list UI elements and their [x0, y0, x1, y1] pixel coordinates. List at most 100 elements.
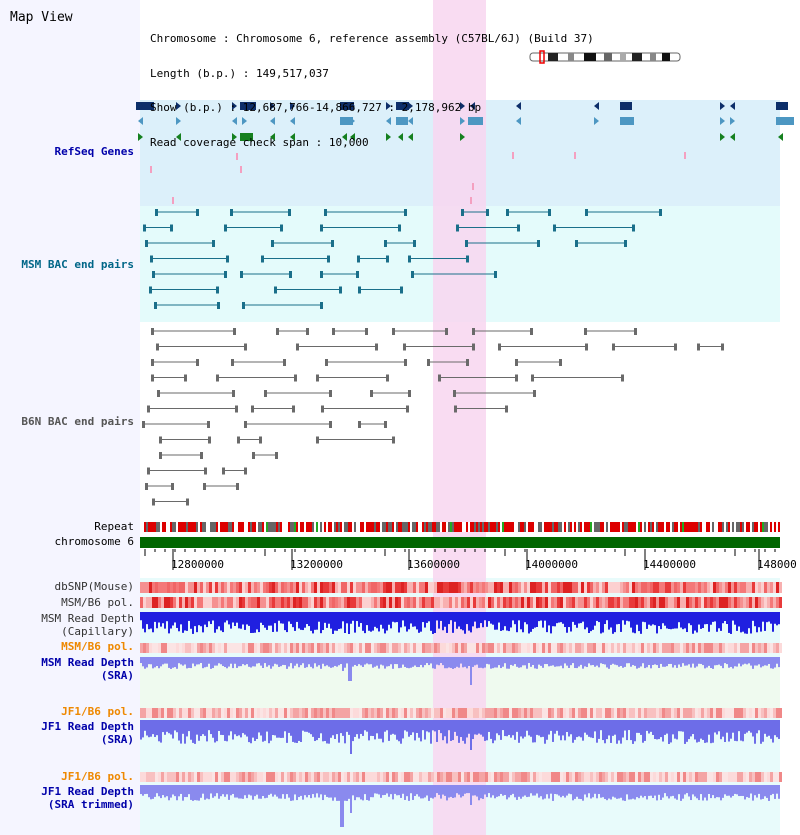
msm-sra-depth-bar — [188, 657, 190, 668]
msm-bac-end-pairs-track[interactable] — [143, 209, 662, 309]
gene-arrow — [622, 117, 627, 125]
heat-cell — [665, 772, 668, 782]
capillary-depth-bar — [570, 612, 572, 632]
heat-cell — [605, 597, 608, 608]
gene-arrow — [342, 117, 347, 125]
msm-sra-depth-bar — [736, 657, 738, 667]
msm-bac-label[interactable]: MSM BAC end pairs — [21, 258, 134, 271]
jf1-sra-depth-bar — [742, 720, 744, 742]
capillary-depth-bar — [234, 612, 236, 626]
jf1-sra-depth-bar — [528, 720, 530, 736]
heat-cell — [581, 708, 584, 718]
jf1-sra-depth-bar — [426, 720, 428, 732]
chromosome-bar[interactable] — [140, 537, 780, 548]
heat-cell — [455, 772, 458, 782]
heat-cell — [257, 772, 260, 782]
heat-cell — [722, 708, 725, 718]
capillary-depth-bar — [652, 612, 654, 625]
jf1-sra-depth-bar — [568, 720, 570, 737]
heat-cell — [329, 643, 332, 653]
bac-end-right — [494, 271, 497, 278]
jf1-sra-depth-bar — [564, 720, 566, 741]
jf1-sra-depth-bar — [764, 720, 766, 734]
chromosome-ideogram[interactable] — [529, 50, 681, 64]
heat-cell — [260, 597, 263, 608]
heat-cell — [281, 597, 284, 608]
heat-cell — [320, 643, 323, 653]
heat-cell — [539, 708, 542, 718]
jf1-trim-depth-bar — [500, 785, 502, 794]
jf1-trim-depth-bar — [562, 785, 564, 796]
heat-cell — [266, 582, 269, 593]
repeat-segment — [642, 522, 644, 532]
b6n-bac-end-pairs-track[interactable] — [142, 328, 724, 506]
msm-sra-depth-bar — [212, 657, 214, 669]
msm-sra-depth-bar — [620, 657, 622, 666]
heat-cell — [197, 643, 200, 653]
heat-cell — [686, 643, 689, 653]
heat-cell — [551, 708, 554, 718]
capillary-depth-bar — [544, 612, 546, 621]
b6n-bac-label[interactable]: B6N BAC end pairs — [21, 415, 134, 428]
repeat-segment — [220, 522, 222, 532]
msm-sra-depth-bar — [170, 657, 172, 669]
jf1-sra-depth-bar — [664, 720, 666, 735]
msm-sra-depth-bar — [418, 657, 420, 668]
repeat-segment — [490, 522, 492, 532]
gene-arrow — [778, 102, 783, 110]
heat-cell — [683, 708, 686, 718]
repeat-segment — [742, 522, 744, 532]
jf1-trim-depth-bar — [686, 785, 688, 794]
heat-cell — [758, 643, 761, 653]
jf1-trim-depth-bar — [722, 785, 724, 798]
heat-cell — [143, 582, 146, 593]
capillary-depth-bar — [200, 612, 202, 627]
gene-arrow — [270, 102, 275, 110]
repeat-segment — [736, 522, 738, 532]
msm-sra-depth-bar — [630, 657, 632, 667]
repeat-segment — [272, 522, 274, 532]
heat-cell — [221, 597, 224, 608]
msm-sra-depth-bar — [346, 657, 348, 664]
heat-cell — [233, 708, 236, 718]
capillary-depth-bar — [760, 612, 762, 632]
jf1-sra-depth-bar — [576, 720, 578, 738]
jf1-sra-depth-bar — [300, 720, 302, 742]
jf1-sra-depth-bar — [402, 720, 404, 739]
heat-cell — [401, 708, 404, 718]
heat-cell — [350, 772, 353, 782]
msm-sra-depth-bar — [726, 657, 728, 665]
capillary-depth-bar — [712, 612, 714, 622]
heat-cell — [344, 597, 347, 608]
repeat-segment — [534, 522, 536, 532]
jf1-trim-depth-bar — [512, 785, 514, 794]
refseq-genes-track[interactable] — [136, 102, 794, 204]
heat-cell — [518, 597, 521, 608]
heat-cell — [419, 772, 422, 782]
capillary-depth-bar — [306, 612, 308, 625]
heat-cell — [503, 708, 506, 718]
heat-cell — [611, 708, 614, 718]
repeat-segment — [568, 522, 570, 532]
msm-sra-depth-bar — [264, 657, 266, 664]
heat-cell — [695, 643, 698, 653]
heat-cell — [674, 597, 677, 608]
msm-sra-depth-bar — [724, 657, 726, 664]
heat-cell — [503, 772, 506, 782]
heat-cell — [758, 772, 761, 782]
heat-cell — [467, 772, 470, 782]
heat-cell — [554, 708, 557, 718]
heat-cell — [719, 708, 722, 718]
refseq-genes-label[interactable]: RefSeq Genes — [54, 145, 134, 158]
jf1-trim-depth-bar — [750, 785, 752, 794]
heat-cell — [152, 597, 155, 608]
capillary-depth-bar — [742, 612, 744, 632]
heat-cell — [518, 772, 521, 782]
heat-cell — [563, 643, 566, 653]
heat-cell — [569, 643, 572, 653]
heat-cell — [371, 708, 374, 718]
heat-cell — [644, 582, 647, 593]
msm-sra-depth-bar — [638, 657, 640, 668]
capillary-depth-bar — [534, 612, 536, 628]
heat-cell — [161, 597, 164, 608]
